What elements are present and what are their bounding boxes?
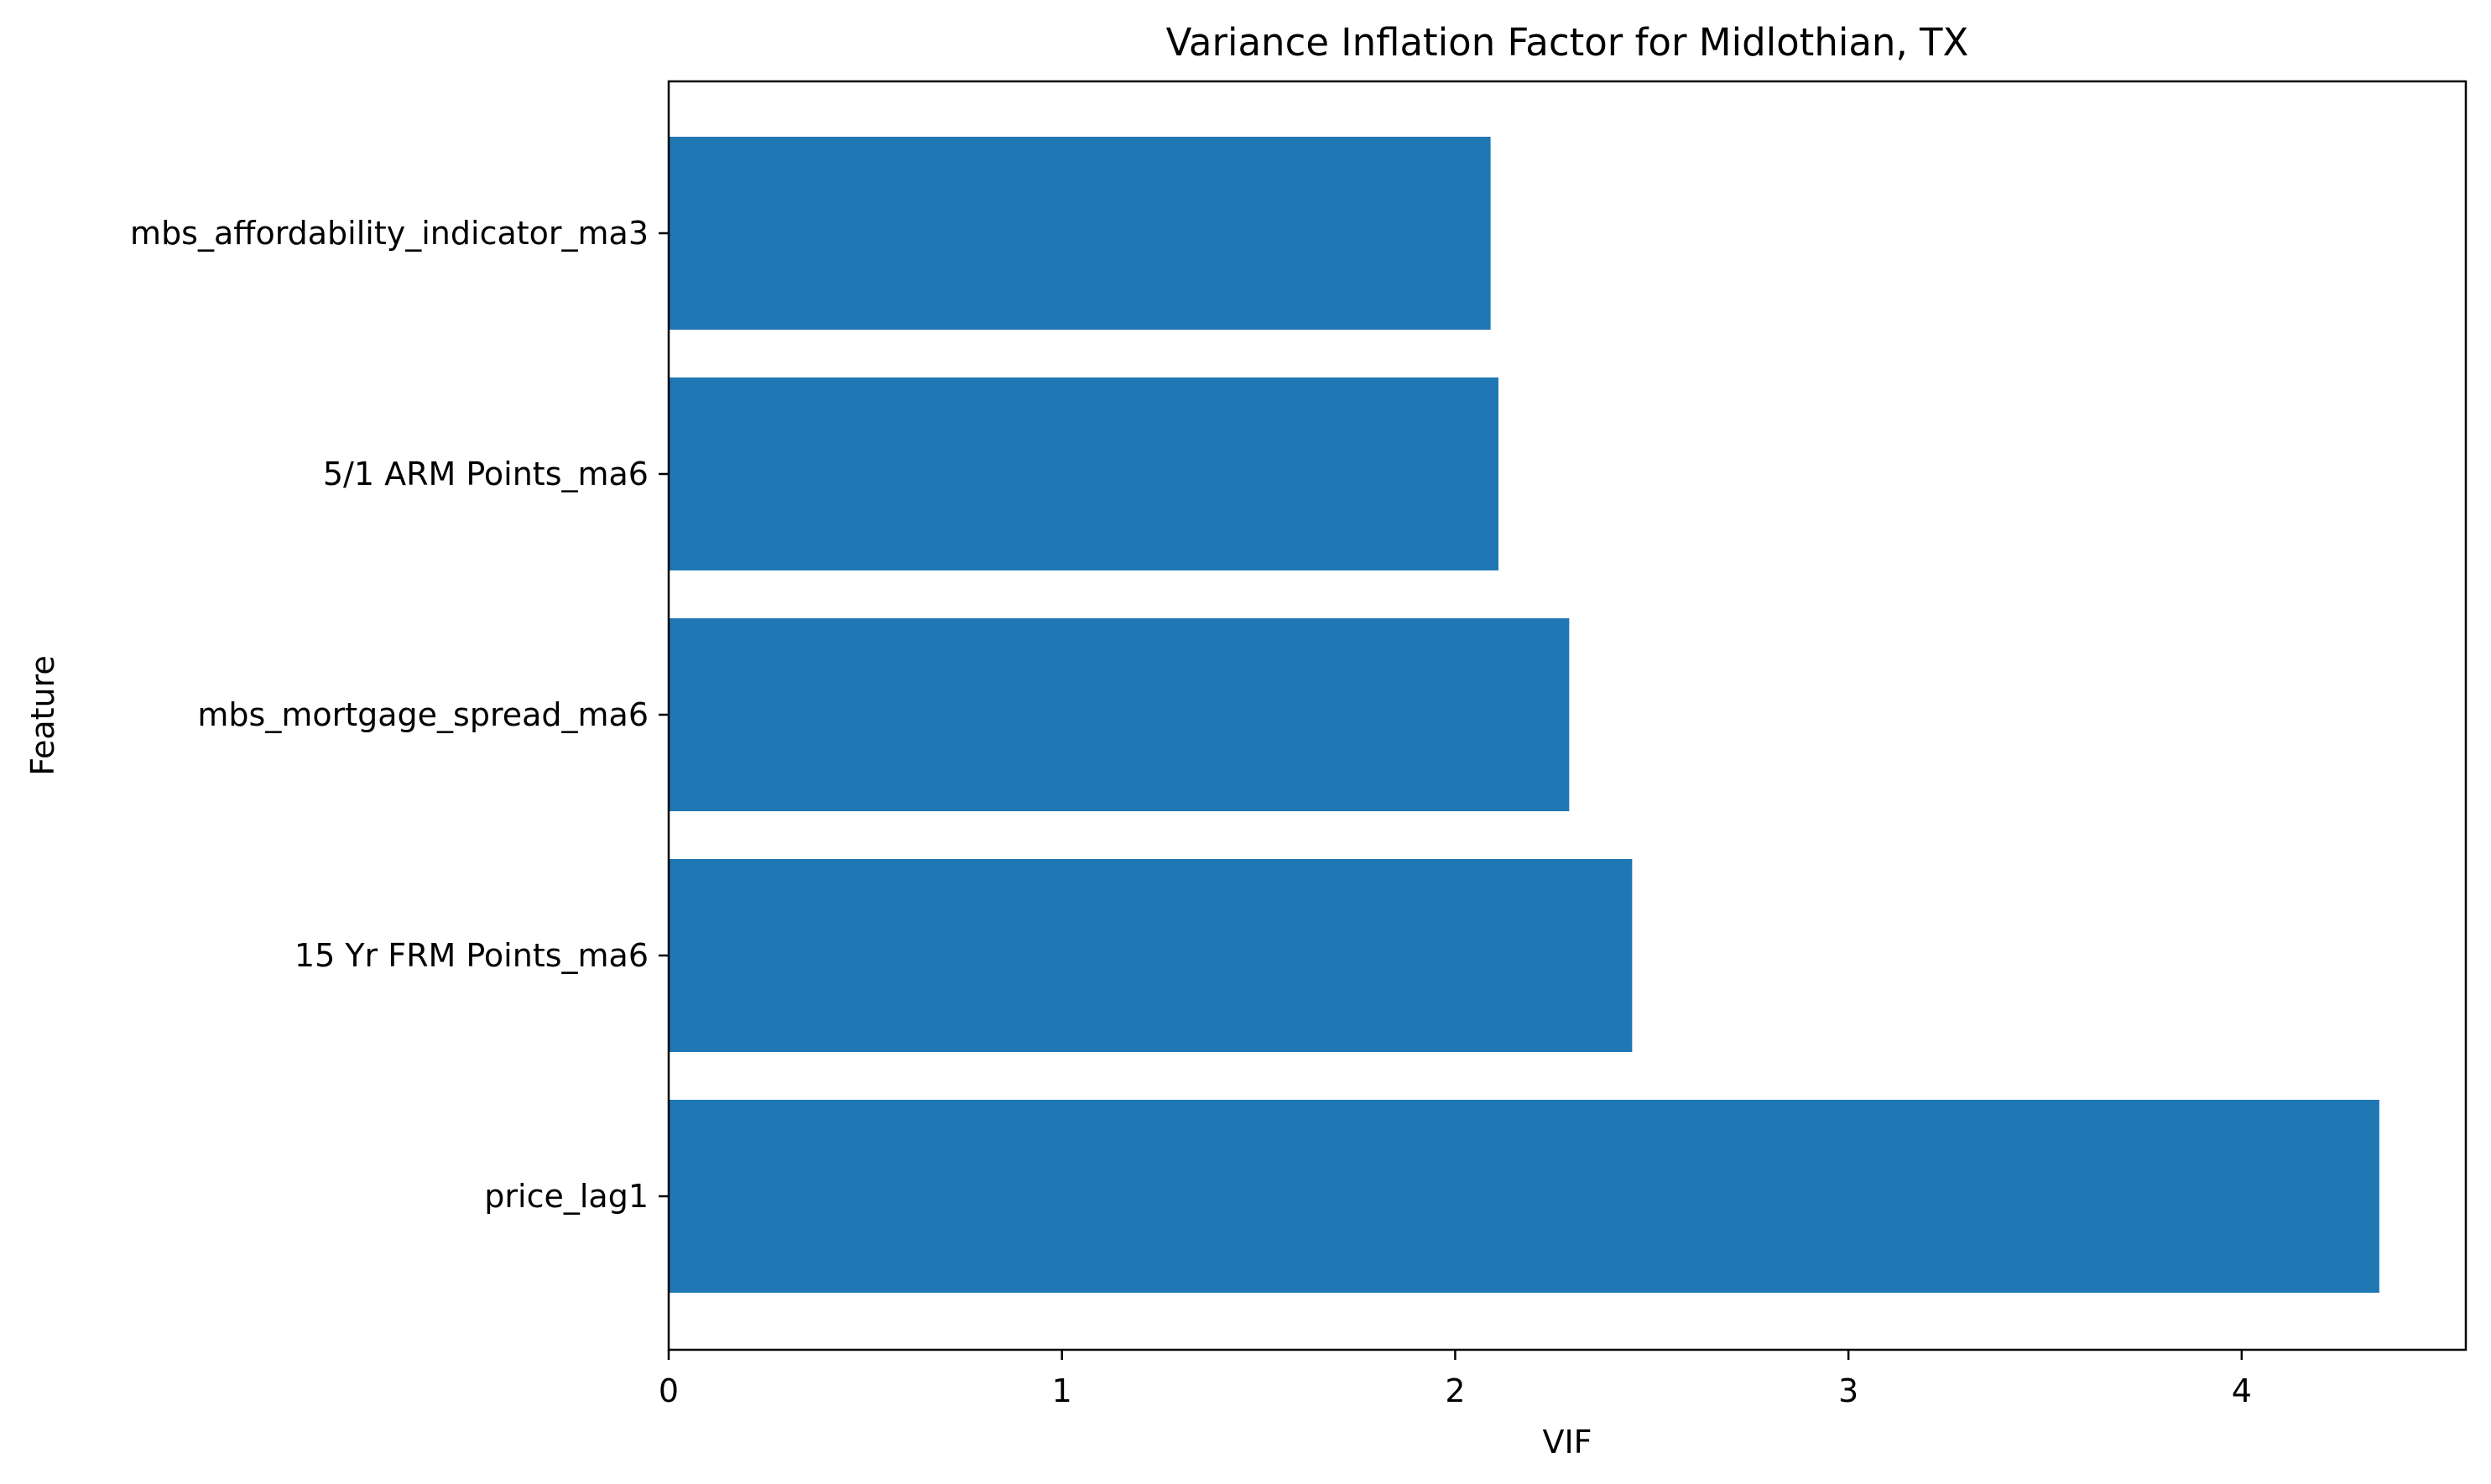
y-axis-ticks: price_lag1 15 Yr FRM Points_ma6 mbs_mortga… — [130, 215, 669, 1215]
y-tick-label: price_lag1 — [484, 1178, 649, 1215]
x-tick-label: 2 — [1445, 1372, 1465, 1409]
bars-layer — [669, 137, 2379, 1293]
x-tick-label: 0 — [659, 1372, 679, 1409]
y-axis-label: Feature — [24, 655, 61, 776]
x-tick-label: 4 — [2232, 1372, 2252, 1409]
chart-title: Variance Inflation Factor for Midlothian… — [1166, 20, 1969, 65]
bar-mbs-affordability-indicator-ma3 — [669, 137, 1491, 330]
bar-15-yr-frm-points-ma6 — [669, 859, 1633, 1052]
y-tick-label: 15 Yr FRM Points_ma6 — [294, 937, 649, 974]
bar-5-1-arm-points-ma6 — [669, 378, 1498, 570]
bar-mbs-mortgage-spread-ma6 — [669, 618, 1570, 811]
x-tick-label: 1 — [1052, 1372, 1072, 1409]
y-tick-label: mbs_mortgage_spread_ma6 — [197, 696, 649, 733]
y-tick-label: mbs_affordability_indicator_ma3 — [130, 215, 649, 252]
x-axis-label: VIF — [1542, 1424, 1592, 1461]
plot-frame — [667, 80, 2468, 1351]
y-tick-label: 5/1 ARM Points_ma6 — [323, 456, 649, 492]
x-tick-label: 3 — [1838, 1372, 1858, 1409]
bar-price-lag1 — [669, 1100, 2379, 1293]
x-axis-ticks: 0 1 2 3 4 — [659, 1350, 2252, 1409]
